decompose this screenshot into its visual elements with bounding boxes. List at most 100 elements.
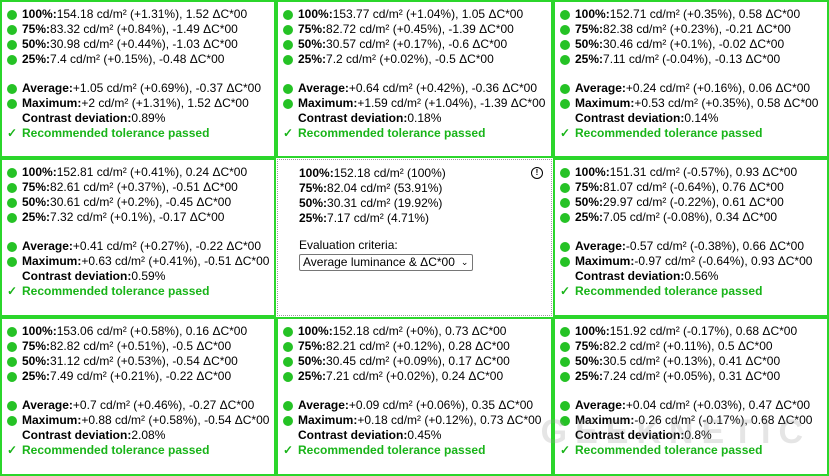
maximum-label: Maximum: — [575, 254, 635, 268]
checkmark-icon: ✓ — [560, 443, 571, 457]
row-value: 152.71 cd/m² (+0.35%), 0.58 ΔC*00 — [609, 7, 801, 21]
zone-cell-top-center[interactable]: 100%: 153.77 cd/m² (+1.04%), 1.05 ΔC*00 … — [276, 0, 553, 158]
status-text: Recommended tolerance passed — [298, 443, 486, 457]
contrast-value: 2.08% — [131, 428, 166, 442]
row-label: 100%: — [575, 165, 610, 179]
row-100: 100%: 152.71 cd/m² (+0.35%), 0.58 ΔC*00 — [560, 7, 827, 22]
pass-dot-icon — [7, 182, 17, 193]
row-label: 75%: — [575, 339, 604, 353]
row-label: 50%: — [22, 195, 51, 209]
maximum-label: Maximum: — [22, 254, 82, 268]
maximum-label: Maximum: — [22, 413, 82, 427]
row-75: 75%: 82.04 cd/m² (53.91%) — [299, 181, 551, 196]
row-label: 75%: — [575, 180, 604, 194]
average-row: Average: +0.7 cd/m² (+0.46%), -0.27 ΔC*0… — [7, 398, 274, 413]
row-value: 153.77 cd/m² (+1.04%), 1.05 ΔC*00 — [332, 7, 524, 21]
average-row: Average: +1.05 cd/m² (+0.69%), -0.37 ΔC*… — [7, 81, 274, 96]
pass-dot-icon — [283, 54, 293, 65]
maximum-row: Maximum: +2 cd/m² (+1.31%), 1.52 ΔC*00 — [7, 96, 274, 111]
row-100: 100%: 151.31 cd/m² (-0.57%), 0.93 ΔC*00 — [560, 165, 827, 180]
zone-cell-middle-right[interactable]: 100%: 151.31 cd/m² (-0.57%), 0.93 ΔC*00 … — [553, 158, 829, 317]
zone-cell-bottom-center[interactable]: 100%: 152.18 cd/m² (+0%), 0.73 ΔC*00 75%… — [276, 317, 553, 476]
row-label: 100%: — [575, 324, 610, 338]
contrast-row: Contrast deviation: 0.18% — [283, 111, 551, 126]
contrast-label: Contrast deviation: — [298, 111, 408, 125]
pass-dot-icon — [560, 400, 570, 411]
contrast-label: Contrast deviation: — [22, 428, 132, 442]
row-value: 152.18 cd/m² (100%) — [333, 166, 446, 180]
reference-zone-center[interactable]: ! 100%: 152.18 cd/m² (100%) 75%: 82.04 c… — [277, 159, 552, 316]
info-icon[interactable]: ! — [531, 167, 543, 179]
row-label: 50%: — [298, 354, 327, 368]
maximum-row: Maximum: +0.63 cd/m² (+0.41%), -0.51 ΔC*… — [7, 254, 274, 269]
maximum-row: Maximum: +0.53 cd/m² (+0.35%), 0.58 ΔC*0… — [560, 96, 827, 111]
row-label: 75%: — [22, 180, 51, 194]
contrast-label: Contrast deviation: — [575, 428, 685, 442]
pass-dot-icon — [7, 54, 17, 65]
status-row: ✓ Recommended tolerance passed — [7, 284, 274, 299]
row-75: 75%: 82.21 cd/m² (+0.12%), 0.28 ΔC*00 — [283, 339, 551, 354]
row-value: 152.18 cd/m² (+0%), 0.73 ΔC*00 — [332, 324, 507, 338]
row-100: 100%: 152.18 cd/m² (+0%), 0.73 ΔC*00 — [283, 324, 551, 339]
row-100: 100%: 152.81 cd/m² (+0.41%), 0.24 ΔC*00 — [7, 165, 274, 180]
row-50: 50%: 30.45 cd/m² (+0.09%), 0.17 ΔC*00 — [283, 354, 551, 369]
average-label: Average: — [575, 398, 626, 412]
status-row: ✓ Recommended tolerance passed — [283, 126, 551, 141]
checkmark-icon: ✓ — [7, 126, 18, 140]
chevron-down-icon: ⌄ — [460, 257, 469, 267]
row-25: 25%: 7.49 cd/m² (+0.21%), -0.22 ΔC*00 — [7, 369, 274, 384]
pass-dot-icon — [560, 9, 570, 20]
row-value: 154.18 cd/m² (+1.31%), 1.52 ΔC*00 — [56, 7, 248, 21]
criteria-label: Evaluation criteria: — [299, 238, 398, 252]
row-value: 82.61 cd/m² (+0.37%), -0.51 ΔC*00 — [50, 180, 238, 194]
row-value: 31.12 cd/m² (+0.53%), -0.54 ΔC*00 — [50, 354, 238, 368]
status-text: Recommended tolerance passed — [22, 126, 210, 140]
pass-dot-icon — [7, 256, 17, 267]
pass-dot-icon — [7, 356, 17, 367]
row-75: 75%: 82.72 cd/m² (+0.45%), -1.39 ΔC*00 — [283, 22, 551, 37]
maximum-value: +1.59 cd/m² (+1.04%), -1.39 ΔC*00 — [357, 96, 546, 110]
zone-cell-middle-left[interactable]: 100%: 152.81 cd/m² (+0.41%), 0.24 ΔC*00 … — [0, 158, 276, 317]
row-75: 75%: 82.2 cd/m² (+0.11%), 0.5 ΔC*00 — [560, 339, 827, 354]
average-row: Average: +0.04 cd/m² (+0.03%), 0.47 ΔC*0… — [560, 398, 827, 413]
contrast-value: 0.59% — [131, 269, 166, 283]
row-label: 100%: — [22, 165, 57, 179]
status-text: Recommended tolerance passed — [22, 284, 210, 298]
pass-dot-icon — [7, 167, 17, 178]
zone-cell-top-right[interactable]: 100%: 152.71 cd/m² (+0.35%), 0.58 ΔC*00 … — [553, 0, 829, 158]
pass-dot-icon — [7, 371, 17, 382]
pass-dot-icon — [7, 400, 17, 411]
maximum-value: +0.18 cd/m² (+0.12%), 0.73 ΔC*00 — [357, 413, 542, 427]
average-value: +0.09 cd/m² (+0.06%), 0.35 ΔC*00 — [348, 398, 534, 412]
contrast-label: Contrast deviation: — [575, 269, 685, 283]
row-label: 25%: — [575, 52, 604, 66]
row-label: 50%: — [575, 354, 604, 368]
contrast-value: 0.8% — [684, 428, 712, 442]
row-value: 7.49 cd/m² (+0.21%), -0.22 ΔC*00 — [50, 369, 232, 383]
row-value: 7.11 cd/m² (-0.04%), -0.13 ΔC*00 — [603, 52, 781, 66]
row-value: 152.81 cd/m² (+0.41%), 0.24 ΔC*00 — [56, 165, 248, 179]
average-value: +0.24 cd/m² (+0.16%), 0.06 ΔC*00 — [625, 81, 811, 95]
zone-cell-bottom-left[interactable]: 100%: 153.06 cd/m² (+0.58%), 0.16 ΔC*00 … — [0, 317, 276, 476]
row-label: 100%: — [22, 324, 57, 338]
row-value: 82.2 cd/m² (+0.11%), 0.5 ΔC*00 — [603, 339, 773, 353]
row-label: 25%: — [22, 52, 51, 66]
row-100: 100%: 154.18 cd/m² (+1.31%), 1.52 ΔC*00 — [7, 7, 274, 22]
zone-cell-top-left[interactable]: 100%: 154.18 cd/m² (+1.31%), 1.52 ΔC*00 … — [0, 0, 276, 158]
average-value: +1.05 cd/m² (+0.69%), -0.37 ΔC*00 — [72, 81, 262, 95]
average-value: +0.7 cd/m² (+0.46%), -0.27 ΔC*00 — [72, 398, 255, 412]
row-value: 7.2 cd/m² (+0.02%), -0.5 ΔC*00 — [326, 52, 494, 66]
average-label: Average: — [22, 398, 73, 412]
row-label: 75%: — [299, 181, 328, 195]
pass-dot-icon — [283, 371, 293, 382]
maximum-row: Maximum: -0.26 cd/m² (-0.17%), 0.68 ΔC*0… — [560, 413, 827, 428]
average-label: Average: — [298, 81, 349, 95]
criteria-select[interactable]: Average luminance & ΔC*00 ⌄ — [299, 254, 474, 271]
row-label: 100%: — [298, 7, 333, 21]
row-100: 100%: 153.77 cd/m² (+1.04%), 1.05 ΔC*00 — [283, 7, 551, 22]
row-value: 82.38 cd/m² (+0.23%), -0.21 ΔC*00 — [603, 22, 791, 36]
row-value: 82.82 cd/m² (+0.51%), -0.5 ΔC*00 — [50, 339, 232, 353]
zone-cell-bottom-right[interactable]: 100%: 151.92 cd/m² (-0.17%), 0.68 ΔC*00 … — [553, 317, 829, 476]
maximum-label: Maximum: — [575, 413, 635, 427]
row-label: 25%: — [22, 210, 51, 224]
